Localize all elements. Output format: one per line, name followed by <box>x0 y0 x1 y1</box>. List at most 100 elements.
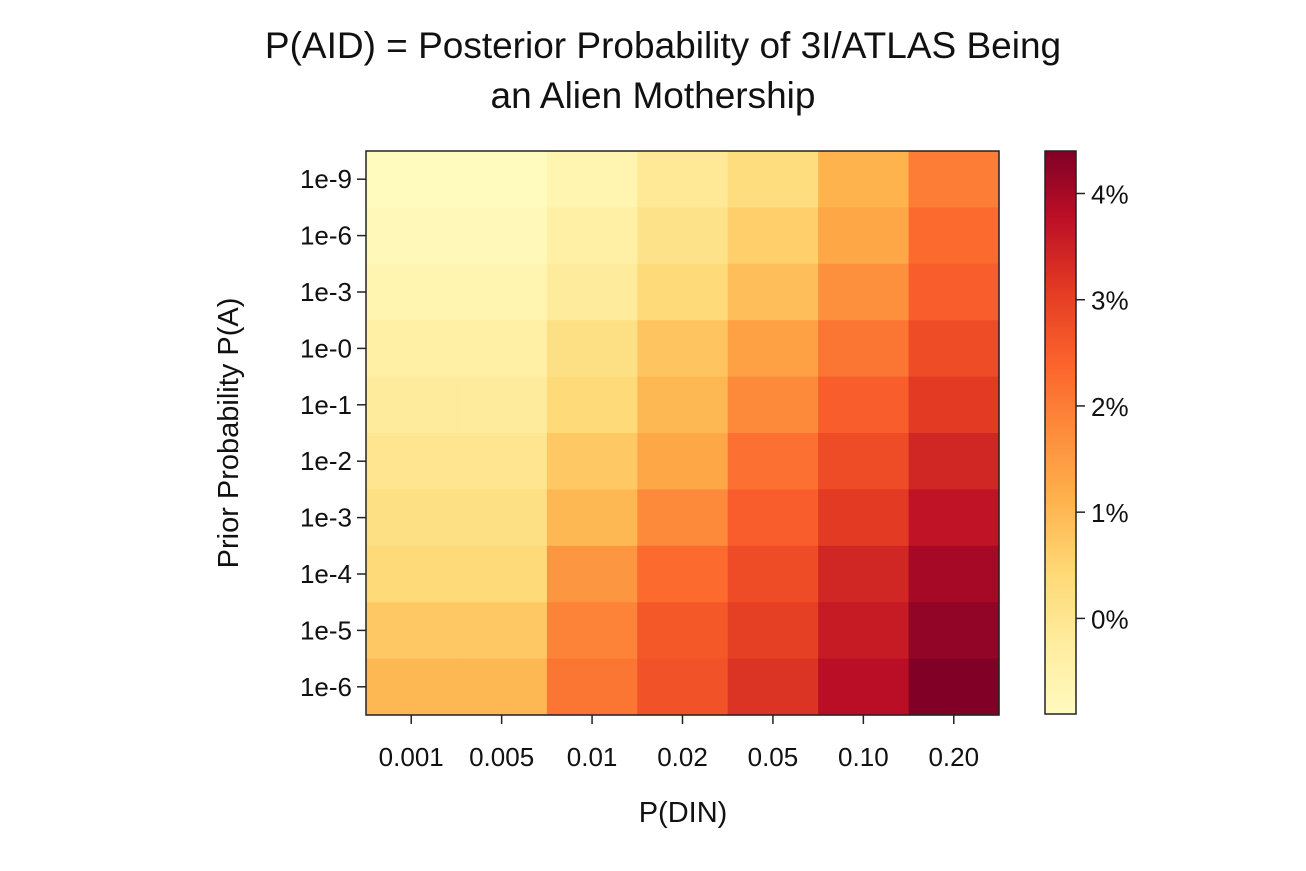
y-tick-label-5: 1e-2 <box>300 446 352 476</box>
heatmap-cell-r7-c3 <box>637 545 729 603</box>
heatmap-cell-r7-c2 <box>546 545 638 603</box>
y-tick-label-3: 1e-0 <box>300 333 352 363</box>
heatmap-cell-r5-c3 <box>637 433 729 490</box>
colorbar-tick-label-0: 0% <box>1091 604 1129 634</box>
colorbar-tick-label-3: 3% <box>1091 286 1129 316</box>
heatmap-cell-r1-c3 <box>637 207 729 265</box>
heatmap-cells <box>366 151 1000 716</box>
heatmap-cell-r4-c0 <box>366 376 458 434</box>
x-tick-label-0: 0.001 <box>379 742 444 772</box>
heatmap-cell-r3-c5 <box>818 320 910 378</box>
y-tick-label-7: 1e-4 <box>300 559 352 589</box>
heatmap-cell-r3-c0 <box>366 320 458 378</box>
heatmap-cell-r5-c2 <box>546 433 638 490</box>
heatmap-cell-r9-c6 <box>908 658 1000 716</box>
heatmap-cell-r7-c4 <box>727 545 819 603</box>
heatmap-cell-r6-c5 <box>818 489 910 547</box>
heatmap-cell-r4-c3 <box>637 376 729 434</box>
heatmap-cell-r6-c3 <box>637 489 729 547</box>
heatmap-cell-r6-c2 <box>546 489 638 547</box>
y-axis-label: Prior Probability P(A) <box>213 298 245 569</box>
heatmap-cell-r9-c1 <box>456 658 548 716</box>
x-axis-label: P(DIN) <box>639 797 728 829</box>
heatmap-cell-r1-c5 <box>818 207 910 265</box>
heatmap-cell-r6-c6 <box>908 489 1000 547</box>
heatmap-cell-r7-c1 <box>456 545 548 603</box>
heatmap-cell-r9-c3 <box>637 658 729 716</box>
x-tick-label-4: 0.05 <box>748 742 799 772</box>
heatmap-cell-r9-c5 <box>818 658 910 716</box>
heatmap-cell-r8-c2 <box>546 602 638 660</box>
heatmap-cell-r6-c0 <box>366 489 458 547</box>
heatmap-cell-r9-c4 <box>727 658 819 716</box>
x-tick-label-5: 0.10 <box>838 742 889 772</box>
y-tick-label-9: 1e-6 <box>300 672 352 702</box>
heatmap-cell-r1-c0 <box>366 207 458 265</box>
heatmap-cell-r7-c0 <box>366 545 458 603</box>
heatmap-cell-r5-c6 <box>908 433 1000 490</box>
heatmap-cell-r2-c2 <box>546 263 638 321</box>
colorbar-tick-label-4: 4% <box>1091 179 1129 209</box>
heatmap-cell-r1-c4 <box>727 207 819 265</box>
colorbar-ticks: 0% 1% 2% 3% 4% <box>1076 179 1129 634</box>
heatmap-cell-r4-c6 <box>908 376 1000 434</box>
chart-title-line-2: an Alien Mothership <box>491 75 816 116</box>
x-tick-label-3: 0.02 <box>657 742 708 772</box>
chart-title-line-1: P(AID) = Posterior Probability of 3I/ATL… <box>265 25 1061 66</box>
heatmap-cell-r5-c0 <box>366 433 458 490</box>
x-axis-ticks: 0.001 0.005 0.01 0.02 0.05 0.10 0.20 <box>379 715 979 772</box>
heatmap-cell-r5-c5 <box>818 433 910 490</box>
heatmap-cell-r4-c2 <box>546 376 638 434</box>
heatmap-cell-r1-c2 <box>546 207 638 265</box>
colorbar-tick-label-2: 2% <box>1091 392 1129 422</box>
y-tick-label-8: 1e-5 <box>300 615 352 645</box>
heatmap-cell-r4-c1 <box>456 376 548 434</box>
heatmap-cell-r2-c4 <box>727 263 819 321</box>
y-axis-ticks: 1e-9 1e-6 1e-3 1e-0 1e-1 1e-2 1e-3 1e-4 1e-5 1e-6 <box>300 164 366 702</box>
heatmap-cell-r7-c6 <box>908 545 1000 603</box>
heatmap-cell-r0-c3 <box>637 151 729 208</box>
y-tick-label-6: 1e-3 <box>300 503 352 533</box>
heatmap-cell-r2-c6 <box>908 263 1000 321</box>
heatmap-cell-r5-c1 <box>456 433 548 490</box>
heatmap-cell-r4-c4 <box>727 376 819 434</box>
heatmap-cell-r8-c1 <box>456 602 548 660</box>
heatmap-cell-r3-c1 <box>456 320 548 378</box>
heatmap-cell-r0-c2 <box>546 151 638 208</box>
heatmap-cell-r1-c1 <box>456 207 548 265</box>
colorbar <box>1044 150 1077 715</box>
y-tick-label-2: 1e-3 <box>300 277 352 307</box>
y-tick-label-0: 1e-9 <box>300 164 352 194</box>
heatmap-cell-r2-c1 <box>456 263 548 321</box>
heatmap-cell-r0-c4 <box>727 151 819 208</box>
x-tick-label-2: 0.01 <box>567 742 618 772</box>
heatmap-cell-r3-c2 <box>546 320 638 378</box>
heatmap-cell-r8-c6 <box>908 602 1000 660</box>
heatmap-cell-r0-c5 <box>818 151 910 208</box>
heatmap-cell-r3-c4 <box>727 320 819 378</box>
heatmap-cell-r7-c5 <box>818 545 910 603</box>
heatmap-cell-r6-c1 <box>456 489 548 547</box>
heatmap-cell-r2-c5 <box>818 263 910 321</box>
heatmap-cell-r3-c3 <box>637 320 729 378</box>
colorbar-tick-label-1: 1% <box>1091 498 1129 528</box>
heatmap-cell-r9-c0 <box>366 658 458 716</box>
heatmap-cell-r1-c6 <box>908 207 1000 265</box>
heatmap-cell-r8-c4 <box>727 602 819 660</box>
x-tick-label-6: 0.20 <box>928 742 979 772</box>
x-tick-label-1: 0.005 <box>469 742 534 772</box>
heatmap-cell-r2-c3 <box>637 263 729 321</box>
heatmap-cell-r9-c2 <box>546 658 638 716</box>
y-tick-label-4: 1e-1 <box>300 390 352 420</box>
heatmap-cell-r6-c4 <box>727 489 819 547</box>
heatmap-cell-r8-c3 <box>637 602 729 660</box>
heatmap-cell-r0-c1 <box>456 151 548 208</box>
heatmap-cell-r5-c4 <box>727 433 819 490</box>
heatmap-cell-r0-c6 <box>908 151 1000 208</box>
heatmap-cell-r2-c0 <box>366 263 458 321</box>
y-tick-label-1: 1e-6 <box>300 221 352 251</box>
heatmap-cell-r8-c0 <box>366 602 458 660</box>
heatmap-cell-r8-c5 <box>818 602 910 660</box>
heatmap-cell-r4-c5 <box>818 376 910 434</box>
